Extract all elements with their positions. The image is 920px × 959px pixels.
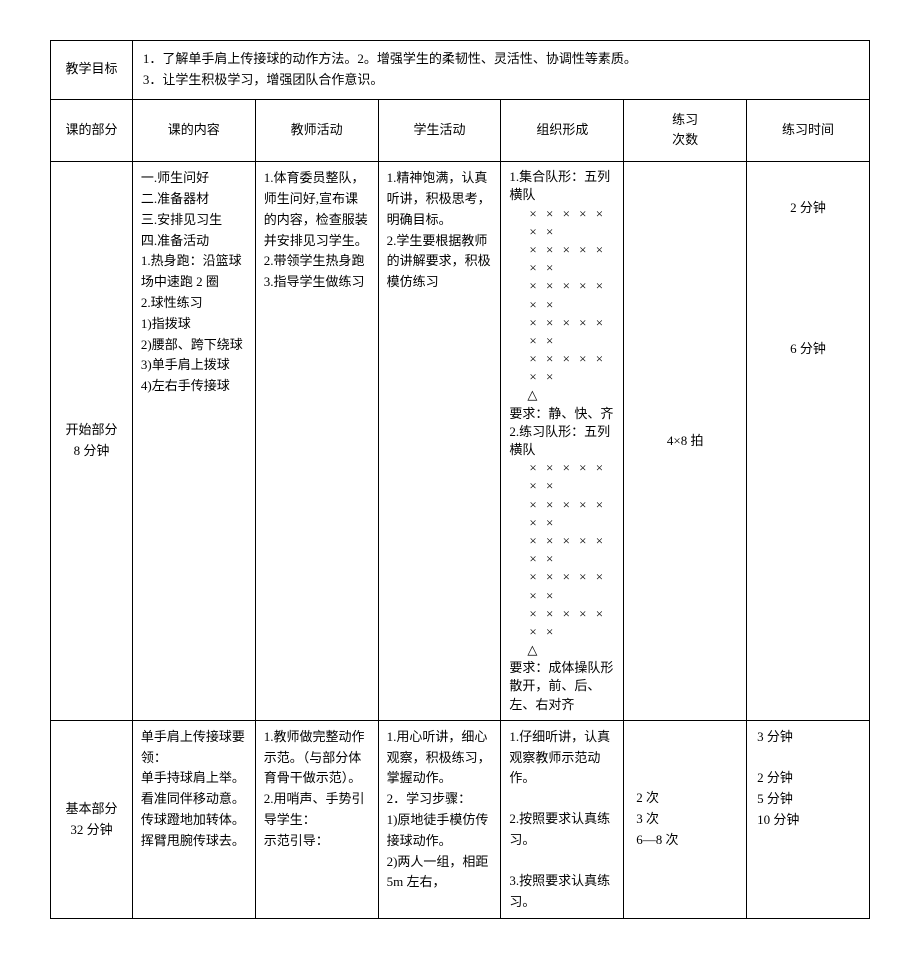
org-xrow-8: × × × × × × ×: [509, 532, 615, 568]
main-org3: 3.按照要求认真练习。: [509, 871, 615, 913]
start-org: 1.集合队形：五列横队 × × × × × × × × × × × × × × …: [501, 162, 624, 721]
start-student: 1.精神饱满，认真听讲，积极思考，明确目标。 2.学生要根据教师的讲解要求，积极…: [378, 162, 501, 721]
start-time2: 6 分钟: [755, 339, 861, 360]
header-row: 课的部分 课的内容 教师活动 学生活动 组织形成 练习 次数 练习时间: [51, 99, 870, 162]
start-section: 开始部分 8 分钟: [51, 162, 133, 721]
org-xrow-6: × × × × × × ×: [509, 459, 615, 495]
start-teacher: 1.体育委员整队，师生问好,宣布课的内容，检查服装并安排见习学生。 2.带领学生…: [255, 162, 378, 721]
main-time: 3 分钟 2 分钟 5 分钟 10 分钟: [747, 720, 870, 919]
org-xrow-7: × × × × × × ×: [509, 496, 615, 532]
start-time1: 2 分钟: [755, 198, 861, 219]
org-xrow-5: × × × × × × ×: [509, 350, 615, 386]
goal-content: 1．了解单手肩上传接球的动作方法。2。增强学生的柔韧性、灵活性、协调性等素质。 …: [132, 41, 869, 100]
start-content: 一.师生问好 二.准备器材 三.安排见习生 四.准备活动 1.热身跑：沿篮球场中…: [132, 162, 255, 721]
header-org: 组织形成: [501, 99, 624, 162]
row-start: 开始部分 8 分钟 一.师生问好 二.准备器材 三.安排见习生 四.准备活动 1…: [51, 162, 870, 721]
goal-line1: 1．了解单手肩上传接球的动作方法。2。增强学生的柔韧性、灵活性、协调性等素质。: [143, 49, 859, 70]
main-org2: 2.按照要求认真练习。: [509, 809, 615, 851]
org-req2: 要求：成体操队形散开，前、后、左、右对齐: [509, 659, 615, 714]
org-triangle-1: △: [509, 386, 615, 404]
header-student: 学生活动: [378, 99, 501, 162]
org-xrow-1: × × × × × × ×: [509, 205, 615, 241]
main-org: 1.仔细听讲，认真观察教师示范动作。 2.按照要求认真练习。 3.按照要求认真练…: [501, 720, 624, 919]
org-triangle-2: △: [509, 641, 615, 659]
org-xrow-3: × × × × × × ×: [509, 277, 615, 313]
goal-label: 教学目标: [51, 41, 133, 100]
main-student: 1.用心听讲，细心观察，积极练习，掌握动作。 2．学习步骤： 1)原地徒手模仿传…: [378, 720, 501, 919]
org-xrow-2: × × × × × × ×: [509, 241, 615, 277]
header-content: 课的内容: [132, 99, 255, 162]
main-section: 基本部分 32 分钟: [51, 720, 133, 919]
goal-row: 教学目标 1．了解单手肩上传接球的动作方法。2。增强学生的柔韧性、灵活性、协调性…: [51, 41, 870, 100]
org-req1: 要求：静、快、齐: [509, 405, 615, 423]
header-time: 练习时间: [747, 99, 870, 162]
main-reps: 2 次 3 次 6—8 次: [624, 720, 747, 919]
row-main: 基本部分 32 分钟 单手肩上传接球要领： 单手持球肩上举。看准同伴移动意。传球…: [51, 720, 870, 919]
header-teacher: 教师活动: [255, 99, 378, 162]
org-title2: 2.练习队形：五列横队: [509, 423, 615, 459]
org-xrow-9: × × × × × × ×: [509, 568, 615, 604]
org-xrow-10: × × × × × × ×: [509, 605, 615, 641]
start-time: 2 分钟 6 分钟: [747, 162, 870, 721]
header-reps: 练习 次数: [624, 99, 747, 162]
org-xrow-4: × × × × × × ×: [509, 314, 615, 350]
main-content: 单手肩上传接球要领： 单手持球肩上举。看准同伴移动意。传球蹬地加转体。挥臂甩腕传…: [132, 720, 255, 919]
header-section: 课的部分: [51, 99, 133, 162]
main-org1: 1.仔细听讲，认真观察教师示范动作。: [509, 727, 615, 789]
goal-line2: 3．让学生积极学习，增强团队合作意识。: [143, 70, 859, 91]
start-reps: 4×8 拍: [624, 162, 747, 721]
main-teacher: 1.教师做完整动作示范。（与部分体育骨干做示范）。 2.用哨声、手势引导学生： …: [255, 720, 378, 919]
org-title1: 1.集合队形：五列横队: [509, 168, 615, 204]
lesson-plan-table: 教学目标 1．了解单手肩上传接球的动作方法。2。增强学生的柔韧性、灵活性、协调性…: [50, 40, 870, 919]
